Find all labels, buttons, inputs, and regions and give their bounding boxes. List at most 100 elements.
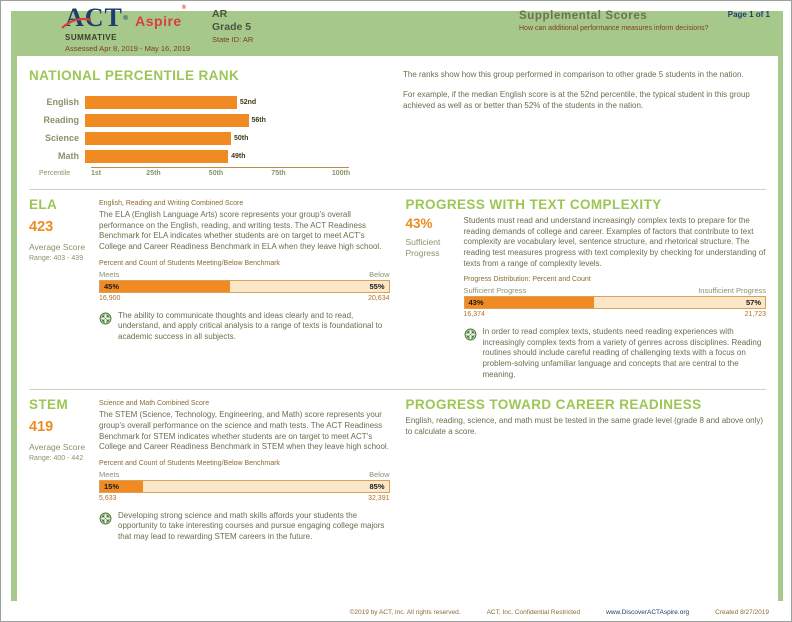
program-label: SUMMATIVE xyxy=(65,33,117,42)
ela-average-score: 423 xyxy=(29,219,54,235)
content-area: NATIONAL PERCENTILE RANK English 52nd Re… xyxy=(17,56,778,614)
percentile-paragraph-2: For example, if the median English score… xyxy=(403,89,750,110)
section-divider xyxy=(29,389,766,391)
axis-tick: 50th xyxy=(208,170,224,177)
header-band: ACT® Aspire® SUMMATIVE Assessed Apr 8, 2… xyxy=(17,1,778,56)
ela-below-count: 20,634 xyxy=(368,294,390,302)
text-complexity-rail: 43% Sufficient Progress xyxy=(406,216,456,380)
stem-score-rail: STEM 419 Average Score Range: 400 - 442 xyxy=(29,397,91,542)
text-complexity-section: PROGRESS WITH TEXT COMPLEXITY 43% Suffic… xyxy=(405,197,767,380)
text-complexity-note: In order to read complex texts, students… xyxy=(464,327,767,380)
stem-benchmark-caption: Percent and Count of Students Meeting/Be… xyxy=(99,459,280,467)
ela-benchmark-bar: 45% 55% xyxy=(99,279,390,293)
stem-paragraph: The STEM (Science, Technology, Engineeri… xyxy=(99,410,389,452)
axis-tick: 25th xyxy=(146,170,161,177)
axis-tick: 1st xyxy=(91,170,102,177)
ela-paragraph: The ELA (English Language Arts) score re… xyxy=(99,210,382,251)
stem-average-score: 419 xyxy=(29,419,54,436)
stem-note-text: Developing strong science and math skill… xyxy=(118,510,385,541)
created-date: Created 8/27/2019 xyxy=(715,609,769,616)
section-divider xyxy=(29,189,766,190)
ela-meets-label: Meets xyxy=(99,269,120,279)
stem-combined-label: Science and Math Combined Score xyxy=(99,400,210,408)
confidential-text: ACT, Inc. Confidential Restricted xyxy=(486,609,581,616)
insufficient-count: 21,723 xyxy=(744,311,766,319)
act-registered-mark: ® xyxy=(122,14,130,22)
bar-category-label: English xyxy=(46,97,79,107)
org-block: AR Grade 5 State ID: AR xyxy=(212,8,253,44)
state-id: State ID: AR xyxy=(212,35,254,44)
stem-note: Developing strong science and math skill… xyxy=(99,511,390,543)
page-footer: ©2019 by ACT, Inc. All rights reserved. … xyxy=(1,609,769,616)
percentile-chart-title: NATIONAL PERCENTILE RANK xyxy=(29,68,240,83)
assessed-dates: Assessed Apr 8, 2019 - May 16, 2019 xyxy=(65,44,191,53)
ela-note-text: The ability to communicate thoughts and … xyxy=(118,310,383,341)
percentile-chart: NATIONAL PERCENTILE RANK English 52nd Re… xyxy=(29,66,389,180)
aspire-logo-text: Aspire® xyxy=(135,5,187,29)
bar-row-reading: Reading 56th xyxy=(29,111,389,129)
act-logo-text: ACT® xyxy=(61,5,130,31)
stem-below-segment: 85% xyxy=(369,481,385,491)
act-aspire-logo: ACT® Aspire® SUMMATIVE Assessed Apr 8, 2… xyxy=(61,5,191,53)
english-bar-value: 52nd xyxy=(239,98,257,106)
national-percentile-section: NATIONAL PERCENTILE RANK English 52nd Re… xyxy=(29,66,766,180)
ela-combined-label: English, Reading and Writing Combined Sc… xyxy=(99,200,244,207)
insufficient-label: Insufficient Progress xyxy=(698,286,766,296)
page-number: Page 1 of 1 xyxy=(727,10,770,19)
distribution-caption: Progress Distribution: Percent and Count xyxy=(463,276,591,284)
stem-title: STEM xyxy=(29,397,69,413)
axis-tick: 75th xyxy=(271,170,286,177)
bar-category-label: Science xyxy=(44,133,79,143)
text-complexity-paragraph: Students must read and understand increa… xyxy=(463,216,766,268)
bar-row-science: Science 50th xyxy=(29,129,389,147)
reading-bar xyxy=(85,113,249,127)
stem-meets-segment: 15% xyxy=(100,480,144,492)
ela-section: ELA 423 Average Score Range: 403 - 439 E… xyxy=(29,197,390,380)
career-readiness-paragraph: English, reading, science, and math must… xyxy=(405,416,764,437)
ela-title: ELA xyxy=(29,197,58,212)
bar-category-label: Math xyxy=(58,151,79,161)
text-complexity-note-text: In order to read complex texts, students… xyxy=(482,327,762,379)
ela-below-segment: 55% xyxy=(369,281,385,291)
grade-label: Grade 5 xyxy=(212,21,252,33)
ela-meets-count: 16,900 xyxy=(99,294,121,302)
sufficient-count: 16,374 xyxy=(463,311,485,319)
percentile-paragraph-1: The ranks show how this group performed … xyxy=(403,70,744,79)
report-title-block: Supplemental Scores How can additional p… xyxy=(519,10,708,32)
act-logo-swoosh-icon xyxy=(61,17,92,29)
axis-tick: 100th xyxy=(331,170,351,177)
distribution-bar: 43% 57% xyxy=(463,296,766,310)
stem-below-label: Below xyxy=(369,469,390,479)
stem-meets-label: Meets xyxy=(99,469,120,479)
report-subtitle: How can additional performance measures … xyxy=(519,25,709,32)
sufficient-progress-pct: 43% xyxy=(405,216,433,231)
axis-label: Percentile xyxy=(39,170,71,177)
ela-score-rail: ELA 423 Average Score Range: 403 - 439 xyxy=(29,197,91,342)
text-complexity-title: PROGRESS WITH TEXT COMPLEXITY xyxy=(405,197,662,212)
leaf-medallion-icon xyxy=(99,312,112,324)
bar-row-math: Math 49th xyxy=(29,147,389,165)
ela-below-label: Below xyxy=(369,269,390,279)
reading-bar-value: 56th xyxy=(251,116,266,124)
stem-score-label: Average Score xyxy=(29,442,86,453)
science-bar xyxy=(85,131,231,145)
math-bar xyxy=(85,149,229,163)
ela-note: The ability to communicate thoughts and … xyxy=(99,311,390,343)
leaf-medallion-icon xyxy=(464,328,476,341)
stem-score-range: Range: 400 - 442 xyxy=(29,454,84,462)
copyright-text: ©2019 by ACT, Inc. All rights reserved. xyxy=(349,609,461,616)
aspire-registered-mark: ® xyxy=(181,5,187,11)
stem-below-count: 32,391 xyxy=(368,494,390,502)
science-bar-value: 50th xyxy=(234,134,249,142)
stem-section: STEM 419 Average Score Range: 400 - 442 … xyxy=(29,397,390,542)
leaf-medallion-icon xyxy=(99,512,112,525)
percentile-axis: Percentile 1st 25th 50th 75th 100th xyxy=(39,167,389,180)
sufficient-segment: 43% xyxy=(464,297,594,309)
percentile-bars: English 52nd Reading 56th Science 50th xyxy=(29,93,389,165)
sufficient-label: Sufficient Progress xyxy=(463,286,527,296)
bar-row-english: English 52nd xyxy=(29,93,389,111)
career-readiness-section: PROGRESS TOWARD CAREER READINESS English… xyxy=(406,397,767,542)
aspire-url-link[interactable]: www.DiscoverACTAspire.org xyxy=(606,609,690,616)
english-bar xyxy=(85,95,237,109)
